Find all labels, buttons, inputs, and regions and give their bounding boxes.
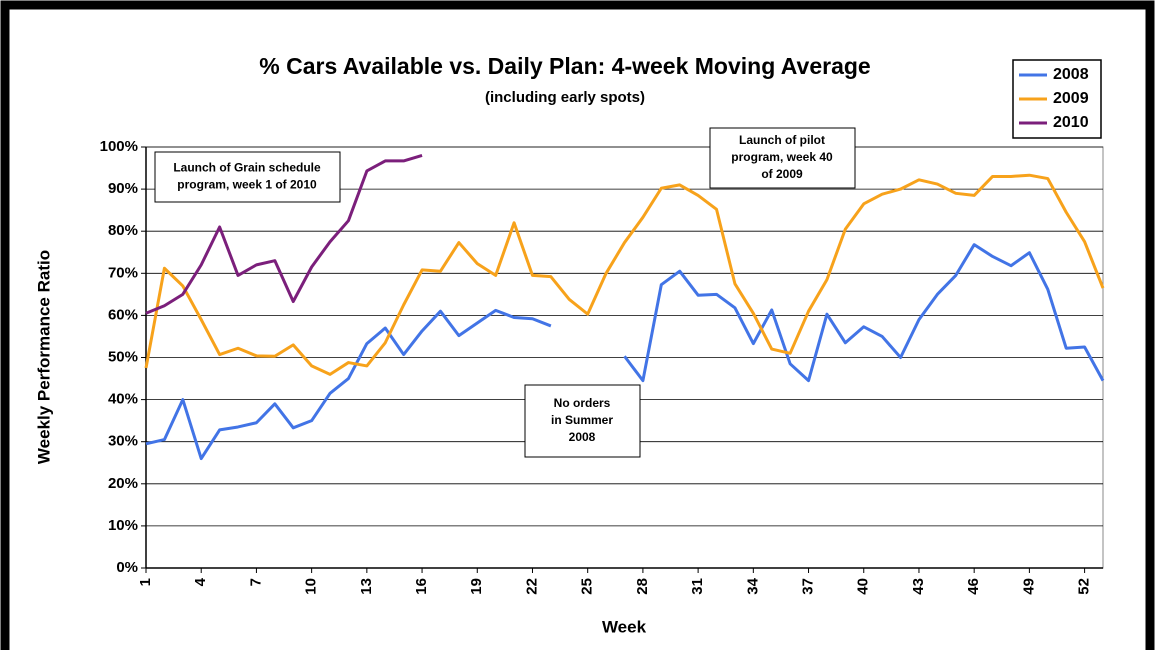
y-axis-title: Weekly Performance Ratio (34, 250, 53, 464)
x-tick-label: 31 (689, 578, 706, 595)
series-line (145, 243, 1105, 461)
x-tick-label: 25 (579, 578, 596, 595)
x-tick-label: 28 (634, 578, 651, 595)
x-axis-title: Week (602, 617, 647, 636)
x-tick-label: 52 (1076, 578, 1093, 595)
x-tick-label: 22 (523, 578, 540, 595)
x-tick-label: 46 (965, 578, 982, 595)
series-line (144, 173, 1105, 376)
y-tick-label: 100% (100, 138, 138, 155)
x-tick-label: 43 (910, 578, 927, 595)
annotation-text: program, week 40 (731, 150, 833, 164)
annotation-text: of 2009 (761, 167, 803, 181)
x-tick-label: 40 (855, 578, 872, 595)
x-tick-label: 19 (468, 578, 485, 595)
annotation-text: 2008 (569, 430, 596, 444)
annotation-text: No orders (554, 396, 611, 410)
y-tick-label: 60% (108, 306, 138, 323)
chart-title: % Cars Available vs. Daily Plan: 4-week … (259, 53, 870, 79)
x-tick-label: 37 (800, 578, 817, 595)
legend-label: 2008 (1053, 66, 1089, 83)
y-tick-label: 90% (108, 180, 138, 197)
x-tick-label: 10 (303, 578, 320, 595)
x-tick-label: 1 (137, 578, 154, 586)
y-tick-label: 30% (108, 433, 138, 450)
y-tick-label: 0% (116, 559, 138, 576)
chart-subtitle: (including early spots) (485, 89, 645, 106)
annotation-box (524, 384, 641, 458)
annotation-text: in Summer (551, 413, 613, 427)
y-tick-label: 20% (108, 475, 138, 492)
annotation-box (154, 151, 341, 203)
series-line (145, 153, 423, 315)
annotation-text: Launch of Grain schedule (173, 161, 321, 175)
legend-label: 2010 (1053, 114, 1089, 131)
legend-label: 2009 (1053, 90, 1089, 107)
x-tick-label: 13 (358, 578, 375, 595)
annotation-box (709, 127, 856, 189)
x-tick-label: 34 (744, 577, 761, 594)
y-tick-label: 50% (108, 348, 138, 365)
x-tick-label: 16 (413, 578, 430, 595)
y-tick-label: 80% (108, 222, 138, 239)
x-tick-label: 49 (1020, 578, 1037, 595)
annotation-text: Launch of pilot (739, 133, 825, 147)
y-tick-label: 40% (108, 391, 138, 408)
y-tick-label: 70% (108, 264, 138, 281)
annotation-text: program, week 1 of 2010 (177, 178, 317, 192)
x-tick-label: 4 (192, 577, 209, 586)
x-tick-label: 7 (247, 578, 264, 586)
y-tick-label: 10% (108, 517, 138, 534)
